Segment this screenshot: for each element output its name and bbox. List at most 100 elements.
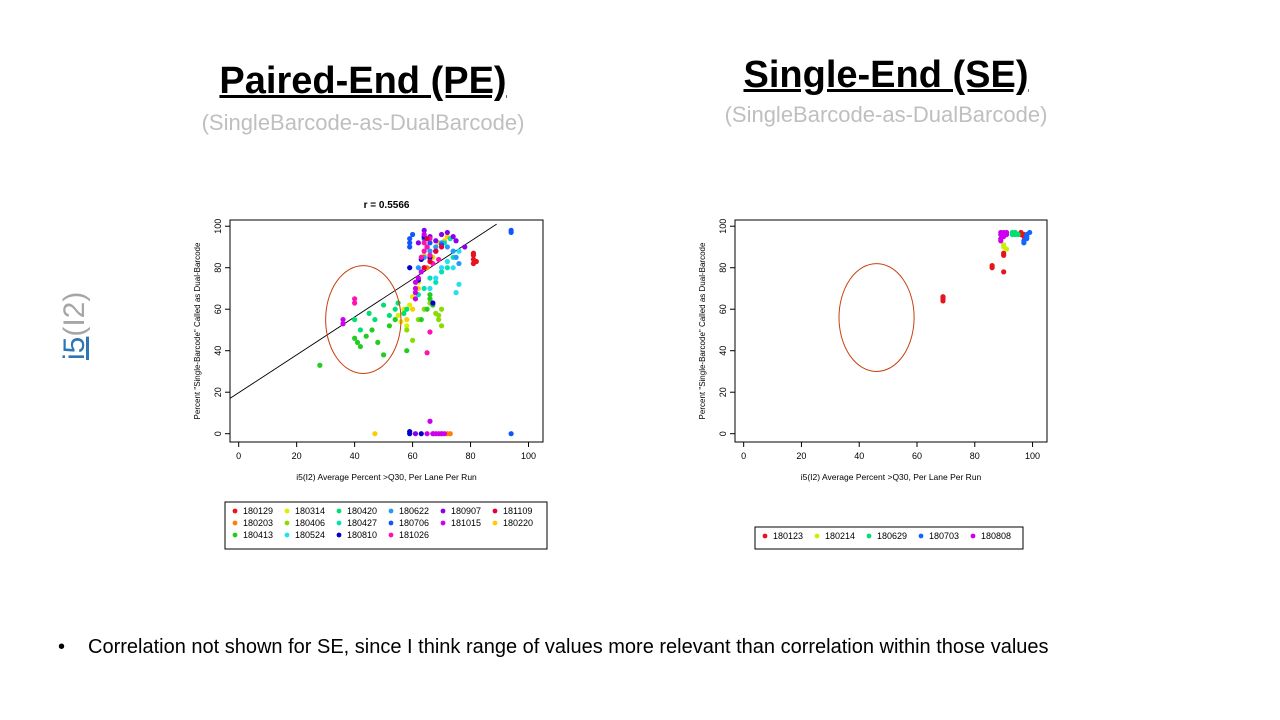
side-label: i5(I2) [58,292,92,360]
data-point-180413 [427,292,433,298]
data-point-180413 [386,323,392,329]
legend-label-180622: 180622 [399,506,429,516]
data-point-180907 [444,229,450,236]
legend-box [754,526,1024,550]
data-point-180123 [989,263,995,269]
legend-marker-180413 [232,532,238,538]
data-point-180220 [404,316,410,323]
legend-label-180420: 180420 [347,506,377,516]
data-point-180420 [372,316,378,323]
data-point-180220 [409,306,416,312]
x-tick-label: 60 [912,451,922,461]
data-point-180314 [395,312,401,319]
data-point-180810 [407,429,413,435]
data-point-180808 [1003,229,1010,236]
data-point-181109 [421,265,427,271]
x-axis-label: i5(I2) Average Percent >Q30, Per Lane Pe… [801,472,982,482]
legend-marker-180123 [762,533,768,539]
data-point-180427 [427,275,433,281]
data-point-180420 [401,310,407,316]
data-point-180214 [1001,242,1007,248]
data-point-180524 [453,290,459,296]
legend-marker-180406 [284,520,290,526]
se-subtitle: (SingleBarcode-as-DualBarcode) [724,102,1048,127]
data-point-180810 [430,300,436,306]
pe-title: Paired-End (PE) [219,60,507,102]
data-point-180622 [456,260,462,267]
y-axis-label: Percent "Single-Barcode" Called as Dual-… [193,242,202,419]
legend-marker-181109 [492,508,498,514]
data-point-181109 [433,248,439,254]
legend-marker-180622 [388,508,394,514]
data-point-180524 [456,281,462,287]
legend-marker-180808 [970,533,976,539]
y-tick-label: 40 [718,346,728,356]
plot-frame [734,219,1048,443]
data-point-180413 [392,316,398,323]
legend-label-180629: 180629 [877,531,907,541]
x-tick-label: 80 [466,451,476,461]
data-point-181015 [412,285,419,292]
legend-marker-180907 [440,508,446,514]
data-point-180413 [375,339,381,346]
data-point-180427 [444,265,450,271]
data-point-181015 [441,431,448,437]
data-point-181015 [340,321,346,327]
side-label-i5: i5 [58,336,91,360]
data-point-180427 [433,279,439,285]
highlight-ellipse [325,265,402,375]
legend-label-180808: 180808 [981,531,1011,541]
data-point-180524 [444,258,450,265]
data-point-180810 [407,265,413,271]
data-point-180406 [438,306,445,312]
legend-label-180524: 180524 [295,530,325,540]
legend-label-180220: 180220 [503,518,533,528]
data-point-181015 [415,275,421,281]
bullet-dot: • [58,636,66,658]
data-point-180907 [450,233,456,240]
plot-frame [229,219,544,443]
data-point-180427 [421,285,427,292]
data-point-180622 [433,244,439,250]
data-point-180907 [453,238,459,244]
legend-label-180413: 180413 [243,530,273,540]
x-tick-label: 20 [796,451,806,461]
data-point-180629 [1015,231,1021,238]
legend-marker-180427 [336,520,342,526]
data-point-181015 [412,296,419,302]
legend-marker-180214 [814,533,820,539]
data-point-181026 [427,252,433,258]
data-point-181015 [424,431,430,437]
data-point-180314 [404,323,410,329]
legend-label-180123: 180123 [773,531,803,541]
x-tick-label: 40 [350,451,360,461]
data-point-180706 [407,244,413,250]
legend-label-181015: 181015 [451,518,481,528]
data-point-180406 [436,312,442,319]
data-point-180524 [438,265,445,271]
data-point-180420 [357,327,364,333]
data-point-180413 [418,316,424,323]
legend-marker-180629 [866,533,872,539]
data-point-180413 [427,296,433,302]
data-point-180129 [473,258,479,265]
data-point-180413 [369,327,375,333]
bullet-text: Correlation not shown for SE, since I th… [88,636,1049,658]
data-point-180420 [352,316,358,323]
legend-label-180703: 180703 [929,531,959,541]
x-tick-label: 0 [741,451,746,461]
data-point-180524 [450,265,456,271]
data-point-181109 [424,236,430,242]
data-point-180427 [438,269,445,275]
data-point-181026 [421,240,427,246]
x-tick-label: 0 [236,451,241,461]
pe-scatter-plot: r = 0.5566 0 20 40 60 80 100 0 20 40 60 80 100 i5(I2)… [193,200,548,550]
data-point-181026 [418,254,424,260]
data-point-181015 [427,418,433,424]
data-point-181026 [352,300,358,306]
data-point-180706 [508,431,514,437]
y-tick-label: 0 [213,431,223,436]
x-tick-label: 40 [854,451,864,461]
data-point-180123 [1001,269,1007,275]
data-point-180703 [1027,229,1033,236]
